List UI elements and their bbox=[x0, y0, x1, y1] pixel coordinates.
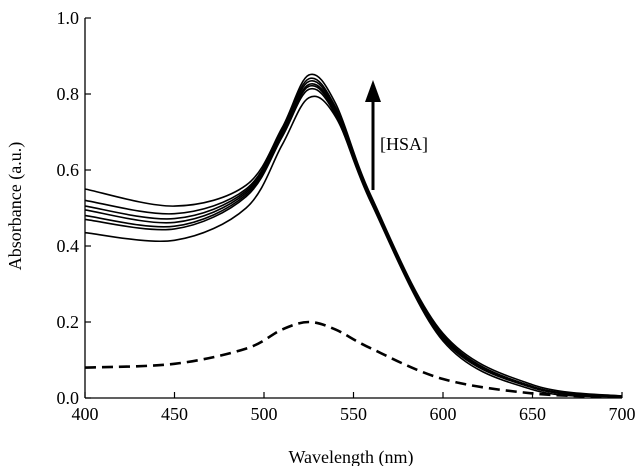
x-tick-label: 400 bbox=[72, 404, 99, 424]
y-tick-label: 0.8 bbox=[57, 84, 80, 104]
y-tick-label: 0.2 bbox=[57, 312, 80, 332]
spectrum-line-1 bbox=[84, 73, 623, 397]
x-tick-label: 700 bbox=[609, 404, 636, 424]
series-layer bbox=[84, 73, 623, 399]
x-tick-label: 550 bbox=[340, 404, 367, 424]
axes: 0.0 0.2 0.4 0.6 0.8 1.0 400 450 500 550 600 650 700 bbox=[57, 8, 636, 424]
y-tick-label: 1.0 bbox=[57, 8, 80, 28]
x-tick-label: 650 bbox=[519, 404, 546, 424]
y-tick-label: 0.6 bbox=[57, 160, 80, 180]
spectrum-line-7 bbox=[84, 95, 623, 398]
x-tick-label: 450 bbox=[161, 404, 188, 424]
spectrum-line-2 bbox=[84, 77, 623, 397]
spectrum-line-6 bbox=[84, 87, 623, 398]
x-tick-label: 500 bbox=[251, 404, 278, 424]
y-tick-label: 0.0 bbox=[57, 388, 80, 408]
spectrum-line-3 bbox=[84, 80, 623, 398]
y-axis-title: Absorbance (a.u.) bbox=[5, 142, 26, 270]
spectrum-line-4 bbox=[84, 82, 623, 398]
x-tick-label: 600 bbox=[430, 404, 457, 424]
spectrum-line-dashed bbox=[84, 320, 623, 399]
hsa-label: [HSA] bbox=[380, 134, 428, 154]
y-tick-label: 0.4 bbox=[57, 236, 80, 256]
hsa-arrow bbox=[365, 80, 381, 190]
arrow-head-icon bbox=[365, 80, 381, 102]
x-axis-title: Wavelength (nm) bbox=[288, 447, 413, 466]
